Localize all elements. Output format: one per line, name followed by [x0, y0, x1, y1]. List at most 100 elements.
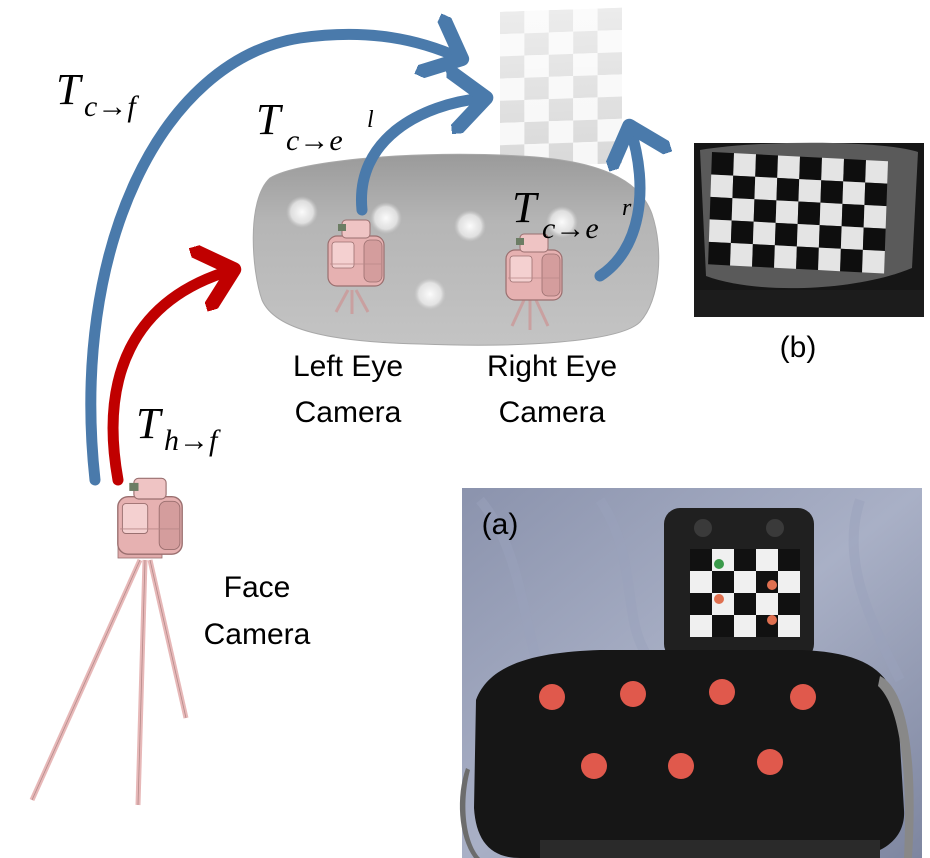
svg-text:l: l — [367, 107, 374, 133]
checkerboard-cell — [734, 549, 756, 571]
svg-text:h→f: h→f — [164, 424, 221, 457]
checkerboard-cell — [712, 549, 734, 571]
checkerboard-cell — [753, 199, 777, 223]
marker-orange — [767, 615, 777, 625]
marker-red — [581, 753, 607, 779]
marker-red — [709, 679, 735, 705]
checkerboard-cell — [733, 153, 756, 177]
right-eye-camera-icon — [505, 233, 563, 330]
checkerboard-cell — [708, 241, 731, 266]
svg-text:Camera: Camera — [499, 396, 606, 429]
checkerboard-cell — [843, 158, 866, 183]
checkerboard-cell — [840, 226, 864, 250]
checkerboard-cell — [862, 249, 885, 274]
checkerboard-cell — [821, 157, 844, 182]
checkerboard-cell — [797, 201, 821, 226]
checkerboard-cell — [730, 220, 754, 245]
led-marker — [286, 196, 318, 228]
panel-b-eye-camera-image — [694, 142, 924, 317]
svg-text:T: T — [56, 65, 84, 114]
checkerboard-cell — [775, 200, 799, 224]
checkerboard-cell — [778, 593, 800, 615]
checkerboard-cell — [730, 242, 753, 267]
checkerboard-cell — [756, 593, 778, 615]
checkerboard-cell — [796, 223, 820, 248]
checkerboard-cell — [863, 204, 887, 229]
led-marker — [454, 210, 486, 242]
label-camera-to-face: T c→f — [56, 65, 139, 123]
checkerboard-cell — [734, 593, 756, 615]
checkerboard-cell — [756, 549, 778, 571]
checkerboard-cell — [690, 549, 712, 571]
checkerboard-cell — [734, 615, 756, 637]
checkerboard-cell — [778, 615, 800, 637]
checkerboard-cell — [819, 202, 843, 227]
marker-green — [714, 559, 724, 569]
face-camera-icon — [29, 477, 189, 806]
svg-text:Left Eye: Left Eye — [293, 350, 403, 383]
marker-red — [668, 753, 694, 779]
marker-orange — [767, 580, 777, 590]
svg-text:T: T — [512, 183, 540, 232]
checkerboard-cell — [712, 615, 734, 637]
checkerboard-cell — [690, 571, 712, 593]
checkerboard-cell — [799, 156, 822, 181]
checkerboard-cell — [712, 571, 734, 593]
panel-a-photo — [459, 488, 922, 858]
checkerboard-cell — [778, 549, 800, 571]
svg-text:c→e: c→e — [542, 212, 599, 245]
checkerboard-cell — [862, 227, 886, 252]
arrow-head-to-face — [107, 270, 232, 486]
svg-text:r: r — [622, 195, 632, 221]
right-eye-camera-label: Right Eye Camera — [487, 350, 617, 429]
marker-red — [757, 749, 783, 775]
checkerboard-cell — [818, 225, 842, 249]
label-head-to-face: T h→f — [136, 399, 221, 457]
checkerboard-cell — [731, 198, 755, 222]
svg-text:T: T — [136, 399, 164, 448]
checkerboard-cell — [841, 203, 865, 228]
label-camera-to-right-eye: T c→e r — [512, 183, 632, 245]
panel-b-label: (b) — [780, 331, 817, 364]
checkerboard-cell — [732, 175, 756, 200]
led-marker — [546, 206, 578, 238]
checkerboard-cell — [796, 246, 819, 271]
arrow-camera-to-left-eye — [356, 98, 484, 216]
face-camera-label: Face Camera — [204, 571, 311, 651]
checkerboard-cell — [865, 160, 888, 184]
checkerboard-cell — [776, 177, 800, 202]
svg-text:Camera: Camera — [204, 618, 311, 651]
left-eye-camera-label: Left Eye Camera — [293, 350, 403, 429]
marker-red — [539, 684, 565, 710]
checkerboard-cell — [754, 176, 778, 201]
svg-text:c→e: c→e — [286, 124, 343, 157]
marker-red — [790, 684, 816, 710]
checkerboard-cell — [710, 174, 734, 199]
checkerboard-cell — [818, 247, 841, 272]
checkerboard-cell — [708, 219, 732, 243]
checkerboard-cell — [820, 180, 844, 204]
svg-text:c→f: c→f — [84, 90, 139, 123]
svg-text:Right Eye: Right Eye — [487, 350, 617, 383]
arrow-camera-to-face — [85, 34, 460, 486]
led-marker — [414, 278, 446, 310]
svg-text:T: T — [256, 95, 284, 144]
checkerboard-cell — [690, 615, 712, 637]
arrow-camera-to-right-eye — [594, 128, 640, 282]
checkerboard-cell — [734, 571, 756, 593]
checkerboard-cell — [752, 221, 776, 246]
checkerboard-cell — [774, 245, 797, 269]
checkerboard-cell — [864, 182, 888, 207]
led-marker — [370, 202, 402, 234]
checkerboard-cell — [777, 155, 800, 180]
marker-red — [620, 681, 646, 707]
checkerboard-cell — [755, 154, 778, 178]
panel-a-label: (a) — [482, 508, 519, 541]
svg-text:Camera: Camera — [295, 396, 402, 429]
label-camera-to-left-eye: T c→e l — [256, 95, 374, 157]
checkerboard-cell — [842, 181, 866, 205]
checkerboard-cell — [711, 152, 734, 176]
checkerboard-cell — [774, 222, 798, 247]
checkerboard-cell — [798, 179, 822, 203]
left-eye-camera-icon — [327, 219, 385, 314]
